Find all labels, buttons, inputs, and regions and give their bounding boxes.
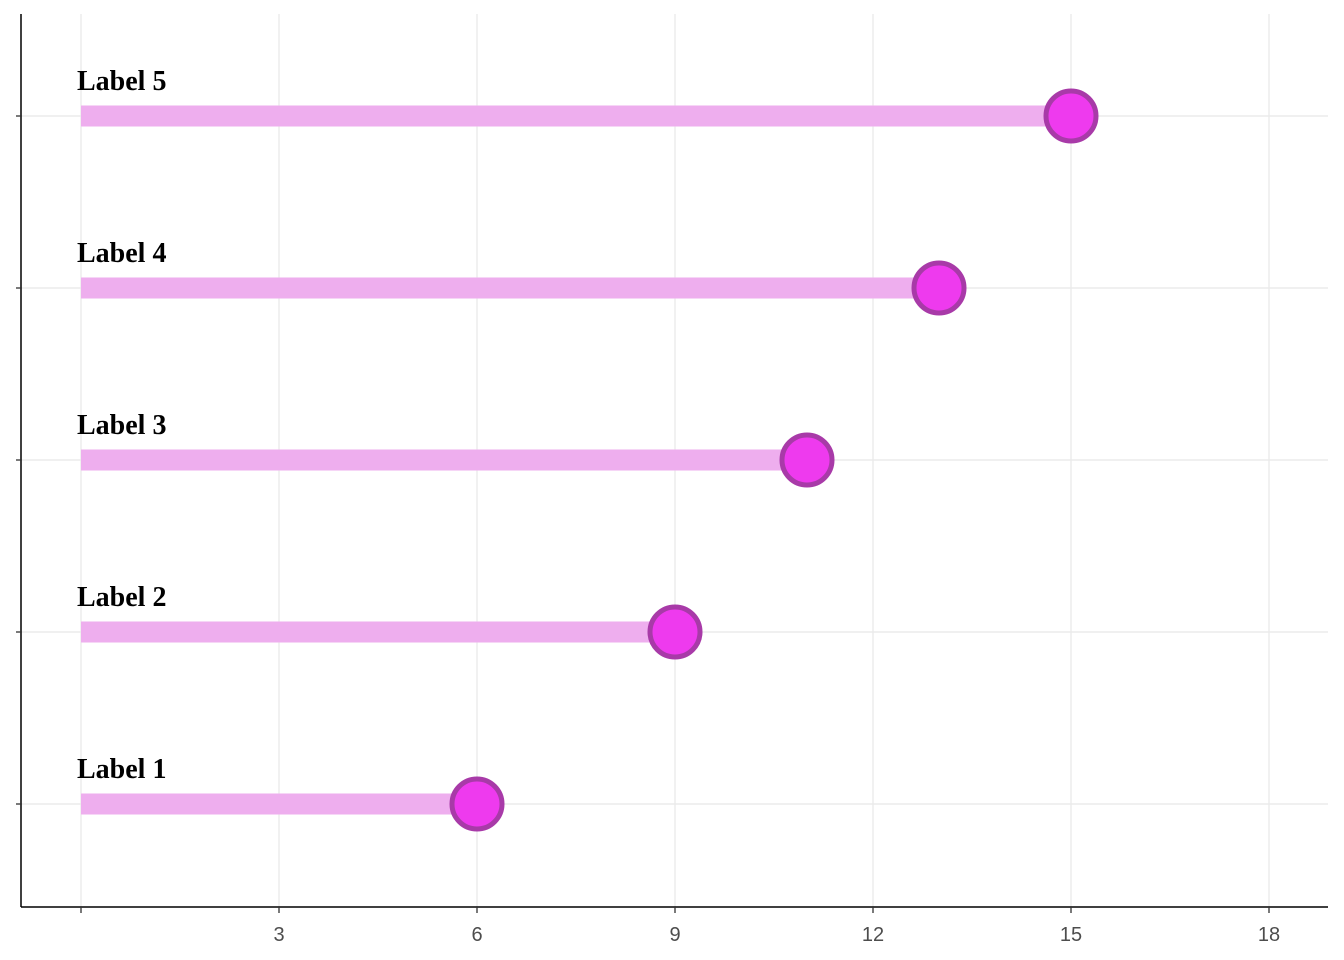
lollipop-point [779,432,835,488]
category-label: Label 1 [77,754,166,785]
category-label: Label 2 [77,582,166,613]
lollipop-point [1043,88,1099,144]
category-label: Label 5 [77,66,166,97]
x-tick-label: 18 [1258,924,1280,946]
lollipop-point [647,604,703,660]
x-tick-label: 6 [471,924,482,946]
lollipop-point [911,260,967,316]
x-tick-label: 15 [1060,924,1082,946]
category-label: Label 3 [77,410,166,441]
x-tick-label: 3 [273,924,284,946]
category-labels: Label 1 Label 2 Label 3 Label 4 Label 5 [77,66,166,785]
stems [81,105,1071,815]
points [449,88,1099,832]
lollipop-point [449,776,505,832]
x-tick-label: 12 [862,924,884,946]
category-label: Label 4 [77,238,166,269]
x-tick-label: 9 [669,924,680,946]
axes: 3 6 9 12 15 18 [16,14,1328,946]
